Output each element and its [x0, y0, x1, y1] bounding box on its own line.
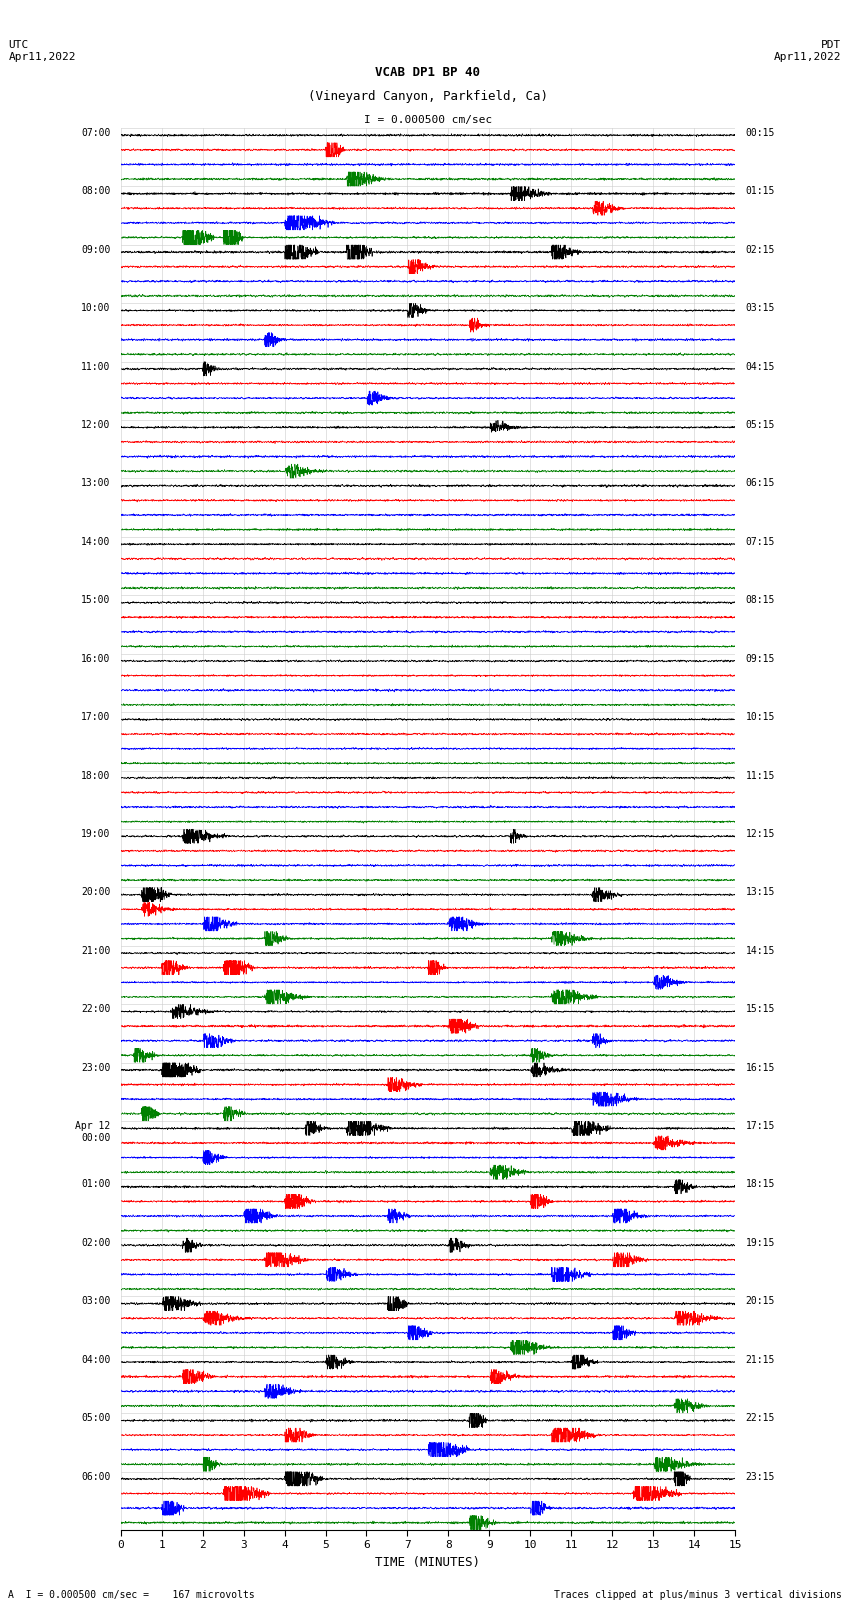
Text: 02:00: 02:00	[81, 1237, 110, 1248]
Text: 21:00: 21:00	[81, 945, 110, 957]
Text: 23:15: 23:15	[745, 1471, 774, 1482]
Text: 02:15: 02:15	[745, 245, 774, 255]
Text: 18:00: 18:00	[81, 771, 110, 781]
Text: 13:00: 13:00	[81, 479, 110, 489]
Text: I = 0.000500 cm/sec: I = 0.000500 cm/sec	[364, 115, 492, 126]
Text: 15:00: 15:00	[81, 595, 110, 605]
Text: 04:15: 04:15	[745, 361, 774, 371]
Text: 19:15: 19:15	[745, 1237, 774, 1248]
Text: 03:15: 03:15	[745, 303, 774, 313]
Text: 19:00: 19:00	[81, 829, 110, 839]
Text: Traces clipped at plus/minus 3 vertical divisions: Traces clipped at plus/minus 3 vertical …	[553, 1590, 842, 1600]
Text: 08:15: 08:15	[745, 595, 774, 605]
Text: 17:00: 17:00	[81, 711, 110, 723]
Text: A  I = 0.000500 cm/sec =    167 microvolts: A I = 0.000500 cm/sec = 167 microvolts	[8, 1590, 255, 1600]
Text: 10:15: 10:15	[745, 711, 774, 723]
Text: 14:00: 14:00	[81, 537, 110, 547]
Text: 07:15: 07:15	[745, 537, 774, 547]
Text: 17:15: 17:15	[745, 1121, 774, 1131]
Text: 00:15: 00:15	[745, 127, 774, 139]
Text: 01:15: 01:15	[745, 187, 774, 197]
Text: 06:00: 06:00	[81, 1471, 110, 1482]
Text: 06:15: 06:15	[745, 479, 774, 489]
Text: 05:00: 05:00	[81, 1413, 110, 1423]
Text: 08:00: 08:00	[81, 187, 110, 197]
Text: 20:15: 20:15	[745, 1297, 774, 1307]
Text: Apr11,2022: Apr11,2022	[774, 52, 842, 61]
Text: Apr11,2022: Apr11,2022	[8, 52, 76, 61]
Text: PDT: PDT	[821, 40, 842, 50]
X-axis label: TIME (MINUTES): TIME (MINUTES)	[376, 1557, 480, 1569]
Text: 09:15: 09:15	[745, 653, 774, 663]
Text: 16:00: 16:00	[81, 653, 110, 663]
Text: 16:15: 16:15	[745, 1063, 774, 1073]
Text: 22:00: 22:00	[81, 1005, 110, 1015]
Text: (Vineyard Canyon, Parkfield, Ca): (Vineyard Canyon, Parkfield, Ca)	[308, 90, 548, 103]
Text: 10:00: 10:00	[81, 303, 110, 313]
Text: 01:00: 01:00	[81, 1179, 110, 1189]
Text: 11:15: 11:15	[745, 771, 774, 781]
Text: 20:00: 20:00	[81, 887, 110, 897]
Text: 03:00: 03:00	[81, 1297, 110, 1307]
Text: UTC: UTC	[8, 40, 29, 50]
Text: 23:00: 23:00	[81, 1063, 110, 1073]
Text: VCAB DP1 BP 40: VCAB DP1 BP 40	[376, 66, 480, 79]
Text: Apr 12
00:00: Apr 12 00:00	[76, 1121, 110, 1142]
Text: 15:15: 15:15	[745, 1005, 774, 1015]
Text: 05:15: 05:15	[745, 419, 774, 431]
Text: 12:00: 12:00	[81, 419, 110, 431]
Text: 09:00: 09:00	[81, 245, 110, 255]
Text: 22:15: 22:15	[745, 1413, 774, 1423]
Text: 12:15: 12:15	[745, 829, 774, 839]
Text: 21:15: 21:15	[745, 1355, 774, 1365]
Text: 14:15: 14:15	[745, 945, 774, 957]
Text: 07:00: 07:00	[81, 127, 110, 139]
Text: 13:15: 13:15	[745, 887, 774, 897]
Text: 04:00: 04:00	[81, 1355, 110, 1365]
Text: 18:15: 18:15	[745, 1179, 774, 1189]
Text: 11:00: 11:00	[81, 361, 110, 371]
